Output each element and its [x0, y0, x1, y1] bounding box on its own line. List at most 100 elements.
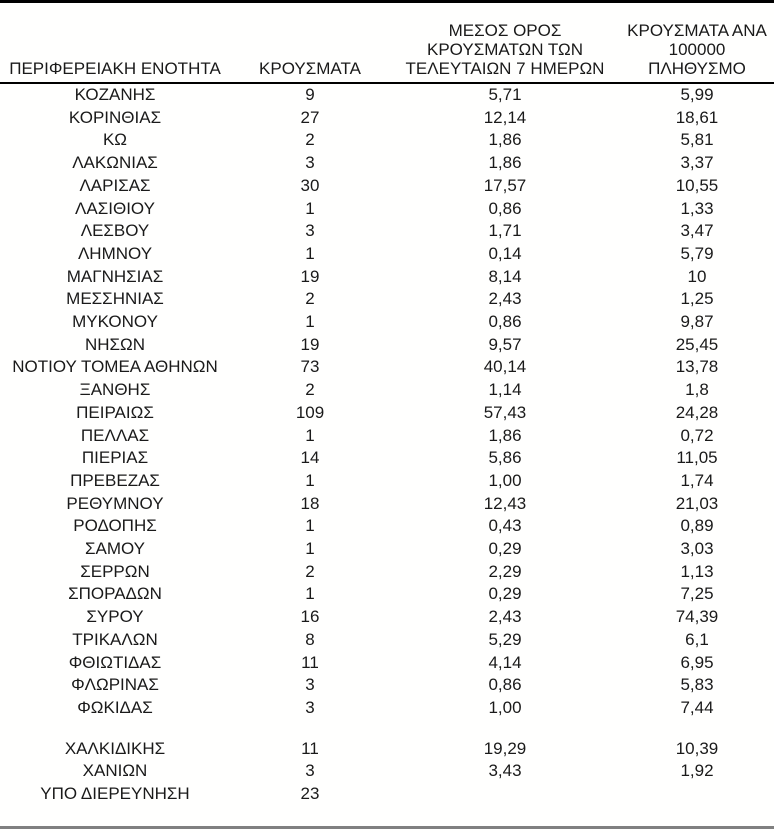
avg-7day-cell: 0,86 — [488, 675, 522, 695]
per-100k-cell: 1,25 — [680, 289, 714, 309]
avg-7day-cell: 40,14 — [483, 357, 527, 377]
table-row: ΚΟΡΙΝΘΙΑΣ 27 12,14 18,61 — [0, 107, 774, 130]
table-row: ΣΑΜΟΥ 1 0,29 3,03 — [0, 538, 774, 561]
column-header-region: ΠΕΡΙΦΕΡΕΙΑΚΗ ΕΝΟΤΗΤΑ — [0, 3, 230, 84]
table-row: ΜΑΓΝΗΣΙΑΣ 19 8,14 10 — [0, 266, 774, 289]
avg-7day-cell: 17,57 — [483, 175, 527, 195]
cases-cell: 1 — [305, 539, 315, 559]
table-row: ΡΕΘΥΜΝΟΥ 18 12,43 21,03 — [0, 493, 774, 516]
per-100k-cell: 13,78 — [675, 357, 719, 377]
spacer-row — [0, 720, 774, 738]
cases-cell: 2 — [305, 130, 315, 150]
per-100k-cell: 11,05 — [676, 448, 718, 468]
per-100k-cell: 74,39 — [675, 607, 719, 627]
per-100k-cell: 7,44 — [680, 697, 714, 717]
table-row: ΜΕΣΣΗΝΙΑΣ 2 2,43 1,25 — [0, 288, 774, 311]
region-cell: ΜΥΚΟΝΟΥ — [72, 312, 158, 332]
per-100k-cell: 10 — [687, 266, 707, 286]
per-100k-cell: 5,79 — [680, 243, 714, 263]
cases-cell: 2 — [305, 561, 315, 581]
cases-cell: 2 — [305, 380, 315, 400]
column-header-cases: ΚΡΟΥΣΜΑΤΑ — [230, 3, 390, 84]
region-cell: ΧΑΝΙΩΝ — [82, 761, 148, 781]
cases-cell: 27 — [300, 107, 320, 127]
cases-cell: 3 — [305, 221, 315, 241]
table-row: ΜΥΚΟΝΟΥ 1 0,86 9,87 — [0, 311, 774, 334]
per-100k-cell: 10,39 — [675, 738, 719, 758]
table-row: ΠΙΕΡΙΑΣ 14 5,86 11,05 — [0, 447, 774, 470]
region-cell: ΠΕΛΛΑΣ — [80, 425, 150, 445]
table-row: ΣΠΟΡΑΔΩΝ 1 0,29 7,25 — [0, 583, 774, 606]
table-row: ΤΡΙΚΑΛΩΝ 8 5,29 6,1 — [0, 629, 774, 652]
avg-7day-cell: 9,57 — [488, 334, 522, 354]
table-row: ΛΕΣΒΟΥ 3 1,71 3,47 — [0, 220, 774, 243]
region-cell: ΛΗΜΝΟΥ — [77, 243, 153, 263]
region-cell: ΠΡΕΒΕΖΑΣ — [70, 470, 160, 490]
region-cell: ΛΕΣΒΟΥ — [80, 221, 150, 241]
region-cell: ΣΥΡΟΥ — [86, 607, 144, 627]
per-100k-cell: 9,87 — [680, 312, 714, 332]
avg-7day-cell: 1,00 — [488, 470, 522, 490]
table-row: ΛΑΣΙΘΙΟΥ 1 0,86 1,33 — [0, 198, 774, 221]
region-cell: ΚΟΖΑΝΗΣ — [74, 85, 156, 104]
table-row: ΧΑΝΙΩΝ 3 3,43 1,92 — [0, 760, 774, 783]
per-100k-cell: 24,28 — [675, 402, 719, 422]
table-row: ΠΕΛΛΑΣ 1 1,86 0,72 — [0, 425, 774, 448]
per-100k-cell: 25,45 — [675, 334, 719, 354]
avg-7day-cell: 1,00 — [488, 697, 522, 717]
avg-7day-cell: 1,86 — [488, 130, 522, 150]
region-cell: ΠΙΕΡΙΑΣ — [81, 448, 149, 468]
avg-7day-cell: 19,29 — [483, 738, 527, 758]
cases-cell: 73 — [300, 357, 320, 377]
avg-7day-cell: 12,43 — [483, 493, 527, 513]
table-row: ΝΟΤΙΟΥ ΤΟΜΕΑ ΑΘΗΝΩΝ 73 40,14 13,78 — [0, 356, 774, 379]
table-row: ΛΑΡΙΣΑΣ 30 17,57 10,55 — [0, 175, 774, 198]
avg-7day-cell: 8,14 — [488, 266, 522, 286]
table-body: ΚΟΖΑΝΗΣ 9 5,71 5,99 ΚΟΡΙΝΘΙΑΣ 27 12,14 1… — [0, 83, 774, 806]
cases-cell: 1 — [305, 425, 315, 445]
avg-7day-cell: 2,29 — [488, 561, 522, 581]
table-row: ΧΑΛΚΙΔΙΚΗΣ 11 19,29 10,39 — [0, 738, 774, 761]
cases-by-region-table: ΠΕΡΙΦΕΡΕΙΑΚΗ ΕΝΟΤΗΤΑ ΚΡΟΥΣΜΑΤΑ ΜΕΣΟΣ ΟΡΟ… — [0, 3, 774, 806]
avg-7day-cell: 0,43 — [488, 516, 522, 536]
table-row: ΞΑΝΘΗΣ 2 1,14 1,8 — [0, 379, 774, 402]
cases-cell: 3 — [305, 153, 315, 173]
per-100k-cell: 0,89 — [680, 516, 714, 536]
avg-7day-cell: 2,43 — [488, 289, 522, 309]
avg-7day-cell: 0,86 — [488, 198, 522, 218]
bottom-rule — [0, 825, 774, 829]
region-cell: ΥΠΟ ΔΙΕΡΕΥΝΗΣΗ — [40, 784, 190, 804]
table-row: ΦΩΚΙΔΑΣ 3 1,00 7,44 — [0, 697, 774, 720]
cases-cell — [230, 720, 390, 738]
cases-cell: 9 — [305, 85, 315, 104]
region-cell: ΛΑΚΩΝΙΑΣ — [72, 153, 158, 173]
table-header: ΠΕΡΙΦΕΡΕΙΑΚΗ ΕΝΟΤΗΤΑ ΚΡΟΥΣΜΑΤΑ ΜΕΣΟΣ ΟΡΟ… — [0, 3, 774, 84]
per-100k-cell: 6,1 — [685, 629, 709, 649]
per-100k-cell: 7,25 — [680, 584, 714, 604]
avg-7day-cell: 1,86 — [488, 153, 522, 173]
avg-7day-cell — [390, 783, 620, 806]
table-row: ΠΡΕΒΕΖΑΣ 1 1,00 1,74 — [0, 470, 774, 493]
cases-cell: 3 — [305, 761, 315, 781]
per-100k-cell: 5,83 — [680, 675, 714, 695]
region-cell: ΧΑΛΚΙΔΙΚΗΣ — [64, 738, 166, 758]
per-100k-cell: 10,55 — [675, 175, 719, 195]
per-100k-cell: 3,03 — [680, 539, 714, 559]
per-100k-cell: 0,72 — [680, 425, 714, 445]
table-row: ΣΕΡΡΩΝ 2 2,29 1,13 — [0, 561, 774, 584]
avg-7day-cell — [390, 720, 620, 738]
per-100k-cell — [620, 783, 774, 806]
region-cell: ΡΟΔΟΠΗΣ — [73, 516, 157, 536]
header-row: ΠΕΡΙΦΕΡΕΙΑΚΗ ΕΝΟΤΗΤΑ ΚΡΟΥΣΜΑΤΑ ΜΕΣΟΣ ΟΡΟ… — [0, 3, 774, 84]
cases-cell: 2 — [305, 289, 315, 309]
avg-7day-cell: 5,71 — [488, 85, 522, 104]
table-row: ΛΗΜΝΟΥ 1 0,14 5,79 — [0, 243, 774, 266]
top-rule — [0, 0, 774, 3]
avg-7day-cell: 4,14 — [488, 652, 522, 672]
cases-cell: 19 — [300, 334, 320, 354]
per-100k-cell: 1,74 — [680, 470, 714, 490]
column-header-per-100k: ΚΡΟΥΣΜΑΤΑ ΑΝΑ 100000 ΠΛΗΘΥΣΜΟ — [620, 3, 774, 84]
cases-cell: 1 — [305, 470, 315, 490]
table-row: ΡΟΔΟΠΗΣ 1 0,43 0,89 — [0, 515, 774, 538]
